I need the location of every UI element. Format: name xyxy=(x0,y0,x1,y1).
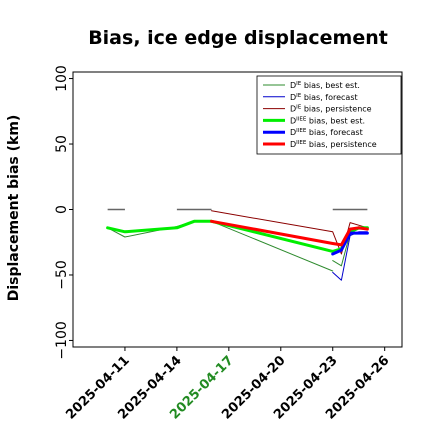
y-axis-ticks: −100 −50 0 50 100 xyxy=(54,65,73,360)
legend-entry: DIIEE bias, persistence xyxy=(290,140,377,149)
y-axis-label: Displacement bias (km) xyxy=(6,115,22,302)
series-line xyxy=(107,220,334,272)
y-tick-label: −50 xyxy=(54,260,70,290)
series-line xyxy=(331,231,369,256)
y-tick-label: 50 xyxy=(54,135,70,153)
y-tick-label: 100 xyxy=(54,65,70,92)
legend-entry: DIE bias, forecast xyxy=(290,93,358,102)
chart-title: Bias, ice edge displacement xyxy=(88,27,388,49)
series-line xyxy=(210,219,369,247)
legend-entry: DIE bias, persistence xyxy=(290,105,372,114)
legend-box xyxy=(256,75,402,155)
series-line xyxy=(332,231,368,281)
legend-entry: DIIEE bias, best est. xyxy=(290,116,365,125)
x-axis-ticks: 2025-04-112025-04-142025-04-172025-04-20… xyxy=(63,347,393,423)
legend-entry: DIIEE bias, forecast xyxy=(290,128,363,137)
y-tick-label: −100 xyxy=(54,321,70,359)
y-tick-label: 0 xyxy=(54,205,70,214)
legend-entry: DIE bias, best est. xyxy=(290,81,360,90)
legend: DIE bias, best est. DIE bias, forecast DIE… xyxy=(256,75,402,155)
plot-area xyxy=(72,71,403,348)
